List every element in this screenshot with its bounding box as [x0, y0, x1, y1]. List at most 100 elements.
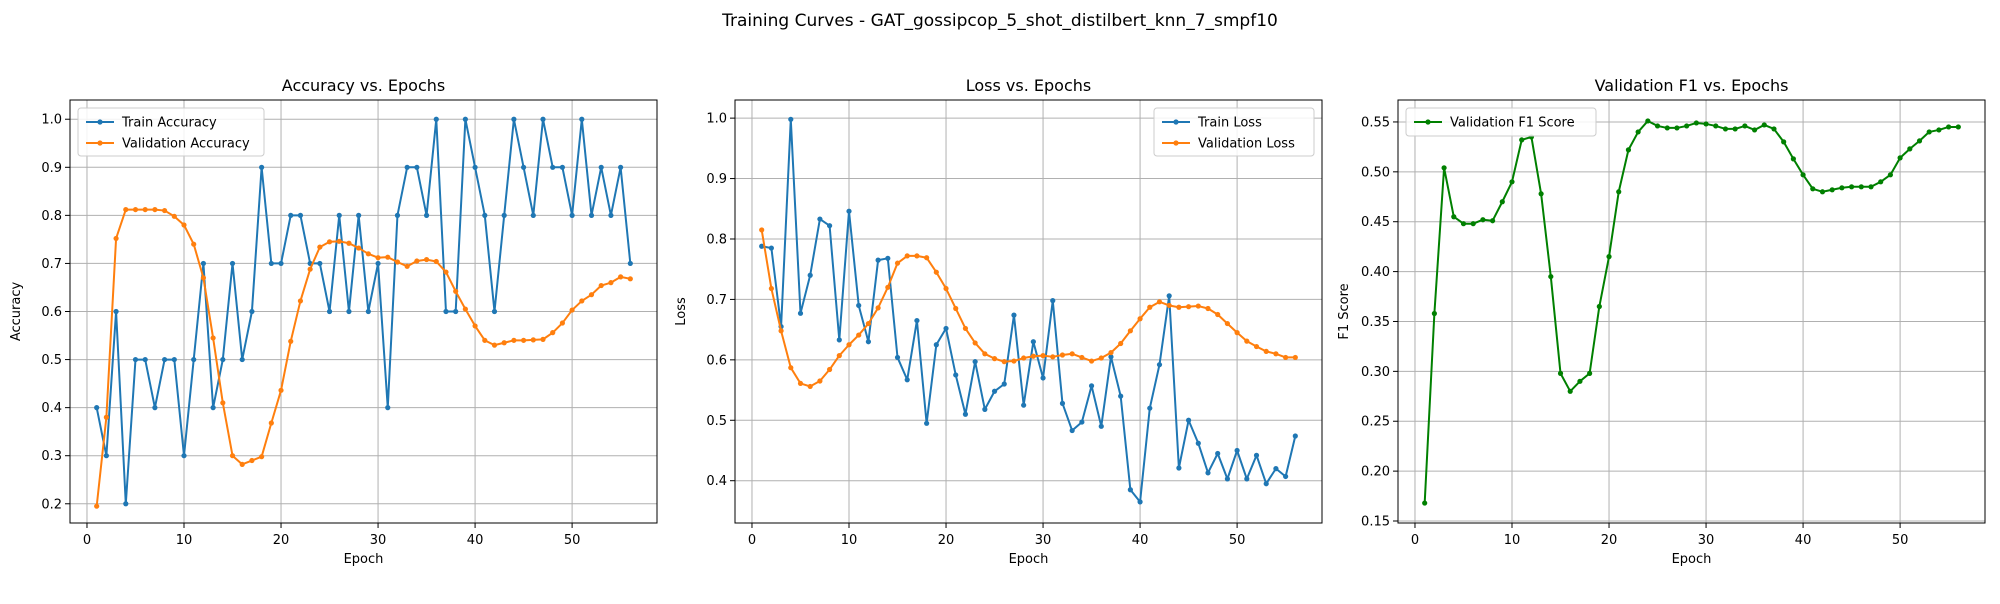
data-point [123, 501, 129, 507]
data-point [1001, 381, 1007, 387]
y-axis-label: F1 Score [1337, 283, 1352, 339]
data-point [1587, 370, 1593, 376]
data-point [113, 235, 119, 242]
data-point [1684, 123, 1690, 129]
data-point [103, 453, 109, 459]
data-point [1011, 358, 1017, 364]
data-point [943, 285, 949, 292]
data-point [759, 243, 765, 249]
data-point [972, 359, 978, 365]
data-point [1011, 312, 1017, 318]
data-point [1244, 476, 1250, 482]
figure-title: Training Curves - GAT_gossipcop_5_shot_d… [721, 11, 1278, 31]
data-point [1030, 353, 1036, 359]
data-point [1703, 121, 1709, 127]
data-point [1050, 298, 1056, 304]
legend-entry: Train Accuracy [86, 116, 217, 131]
data-point [1431, 310, 1437, 317]
data-point [1722, 126, 1729, 132]
data-point [627, 260, 633, 267]
data-point [1538, 191, 1544, 197]
data-point [1079, 419, 1085, 425]
y-tick-label: 0.2 [41, 497, 62, 512]
data-point [1567, 388, 1573, 394]
data-point [259, 454, 265, 460]
data-point [414, 258, 420, 264]
data-point [1664, 125, 1670, 131]
data-point [404, 263, 410, 269]
data-point [972, 340, 978, 346]
y-tick-label: 0.55 [1361, 115, 1390, 130]
data-point [181, 453, 187, 459]
data-point [1635, 129, 1641, 135]
data-point [171, 213, 177, 219]
data-point [1224, 476, 1231, 482]
data-point [1946, 124, 1952, 130]
data-point [501, 340, 507, 346]
y-tick-label: 1.0 [706, 112, 727, 127]
x-tick-label: 30 [1698, 533, 1715, 548]
data-point [1156, 299, 1163, 305]
data-point [482, 337, 488, 343]
x-tick-label: 30 [1035, 533, 1052, 548]
data-point [520, 337, 527, 343]
data-point [356, 245, 362, 251]
data-point [588, 212, 595, 218]
data-point [540, 116, 546, 122]
legend: Validation F1 Score [1405, 107, 1597, 137]
data-point [1224, 320, 1231, 327]
data-point [414, 164, 420, 170]
data-point [1176, 465, 1182, 471]
chart-3: 0 10 20 30 40 50 0.15 0.20 0.25 0.30 0.35 0.40 0.45 0… [1337, 76, 1986, 567]
data-point [943, 325, 949, 332]
series-line [761, 118, 1297, 503]
data-point [453, 288, 459, 294]
data-point [1185, 304, 1192, 310]
data-point [94, 405, 100, 411]
x-tick-label: 10 [1504, 533, 1521, 548]
data-point [220, 356, 226, 363]
data-point [1742, 123, 1748, 129]
data-point [856, 332, 862, 338]
data-point [768, 245, 774, 251]
legend-label: Train Loss [1197, 116, 1262, 131]
x-tick-label: 30 [370, 533, 387, 548]
chart-title: Accuracy vs. Epochs [282, 76, 445, 95]
data-point [1069, 427, 1075, 434]
data-point [229, 453, 236, 459]
data-point [1887, 172, 1894, 178]
data-point [1234, 447, 1240, 454]
y-tick-label: 0.6 [706, 353, 727, 368]
legend-entry: Validation Accuracy [86, 137, 250, 152]
data-point [1176, 304, 1182, 310]
axes-frame [734, 99, 1323, 524]
data-point [530, 337, 536, 343]
data-point [1234, 330, 1240, 336]
data-point [875, 257, 881, 263]
data-point [598, 282, 604, 289]
data-point [817, 378, 823, 384]
x-tick-label: 50 [564, 533, 581, 548]
data-point [559, 164, 566, 170]
data-point [1205, 305, 1211, 312]
data-point [1283, 354, 1289, 361]
data-point [297, 298, 304, 304]
data-point [161, 207, 168, 214]
data-point [385, 254, 391, 260]
legend-swatch-marker [97, 140, 103, 146]
data-point [1166, 293, 1172, 299]
data-point [1839, 185, 1845, 191]
data-point [1108, 349, 1114, 356]
y-tick-label: 0.40 [1361, 265, 1390, 280]
data-point [249, 457, 255, 464]
data-point [1771, 126, 1777, 132]
y-tick-label: 0.7 [41, 257, 62, 272]
legend-swatch-marker [1425, 119, 1431, 125]
y-tick-label: 0.35 [1361, 315, 1390, 330]
data-point [550, 330, 556, 336]
data-point [132, 206, 139, 213]
data-point [1781, 139, 1787, 145]
data-point [123, 206, 129, 213]
data-point [1829, 187, 1835, 193]
data-point [933, 342, 939, 348]
